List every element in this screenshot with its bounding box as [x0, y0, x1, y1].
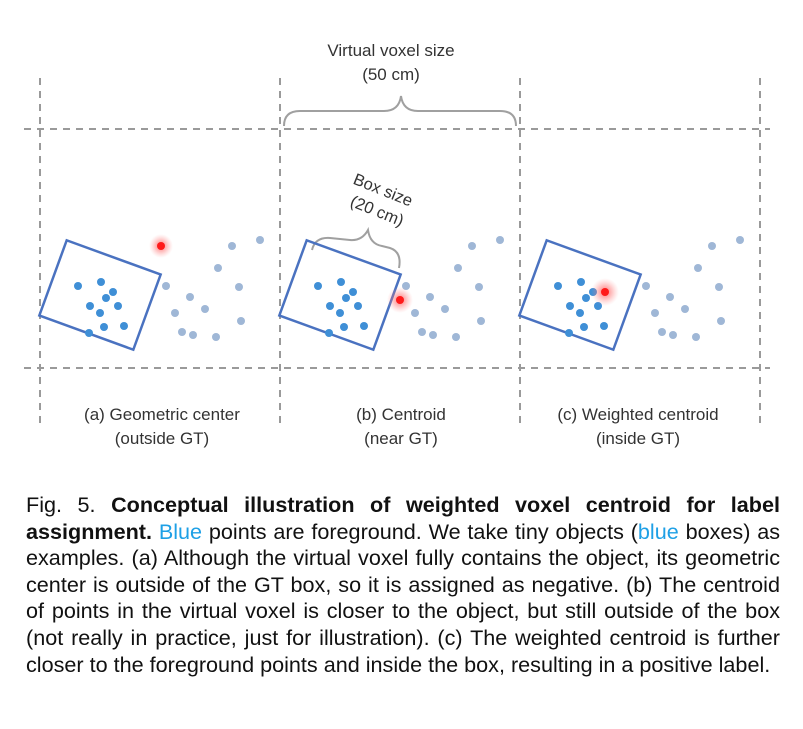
bg-point — [212, 333, 220, 341]
fg-point — [314, 282, 322, 290]
fg-point — [96, 309, 104, 317]
gt-box — [517, 238, 643, 352]
bg-point — [681, 305, 689, 313]
bg-point — [235, 283, 243, 291]
panel-b-caption: (b) Centroid — [356, 405, 446, 424]
bg-point — [411, 309, 419, 317]
fg-point — [100, 323, 108, 331]
bg-point — [658, 328, 666, 336]
weighted-centroid-marker — [601, 288, 609, 296]
bg-point — [717, 317, 725, 325]
bg-point — [468, 242, 476, 250]
bg-point — [642, 282, 650, 290]
foreground-points — [314, 278, 368, 337]
fg-point — [566, 302, 574, 310]
bg-point — [708, 242, 716, 250]
fg-point — [109, 288, 117, 296]
fg-point — [85, 329, 93, 337]
figure: Virtual voxel size (50 cm) Box size (20 … — [24, 41, 770, 448]
caption-text-1: points are foreground. We take tiny obje… — [202, 518, 638, 544]
panel-c-subcaption: (inside GT) — [596, 429, 680, 448]
fg-point — [337, 278, 345, 286]
bg-point — [189, 331, 197, 339]
fg-point — [325, 329, 333, 337]
bg-point — [201, 305, 209, 313]
foreground-points — [74, 278, 128, 337]
bg-point — [669, 331, 677, 339]
panel-a-caption: (a) Geometric center — [84, 405, 240, 424]
gt-box — [277, 238, 403, 352]
bg-point — [452, 333, 460, 341]
caption-blue-word-2: blue — [637, 518, 679, 544]
bg-point — [475, 283, 483, 291]
panel-a: (a) Geometric center (outside GT) — [37, 234, 264, 448]
caption-title: Conceptual illustration of weighted voxe… — [26, 492, 781, 544]
box-size-brace — [311, 226, 401, 269]
caption-blue-word: Blue — [158, 518, 203, 544]
fg-point — [97, 278, 105, 286]
bg-point — [162, 282, 170, 290]
fg-point — [326, 302, 334, 310]
bg-point — [256, 236, 264, 244]
centroid-marker — [396, 296, 404, 304]
background-points — [162, 236, 264, 341]
caption-text-2: boxes) as examples. (a) Although the vir… — [26, 518, 781, 677]
fg-point — [577, 278, 585, 286]
voxel-size-label: Virtual voxel size — [327, 41, 454, 60]
fg-point — [342, 294, 350, 302]
fg-point — [580, 323, 588, 331]
panel-c-caption: (c) Weighted centroid — [557, 405, 718, 424]
fg-point — [102, 294, 110, 302]
panel-b-subcaption: (near GT) — [364, 429, 438, 448]
bg-point — [694, 264, 702, 272]
fg-point — [86, 302, 94, 310]
fg-point — [576, 309, 584, 317]
fg-point — [120, 322, 128, 330]
bg-point — [477, 317, 485, 325]
fg-point — [582, 294, 590, 302]
bg-point — [418, 328, 426, 336]
bg-point — [426, 293, 434, 301]
bg-point — [214, 264, 222, 272]
bg-point — [715, 283, 723, 291]
panel-b: (b) Centroid (near GT) — [277, 236, 504, 448]
bg-point — [692, 333, 700, 341]
figure-caption: Fig. 5. Conceptual illustration of weigh… — [26, 492, 780, 678]
panel-c: (c) Weighted centroid (inside GT) — [517, 236, 744, 448]
fg-point — [600, 322, 608, 330]
bg-point — [429, 331, 437, 339]
fg-point — [340, 323, 348, 331]
fg-point — [354, 302, 362, 310]
foreground-points — [554, 278, 608, 337]
bg-point — [441, 305, 449, 313]
gt-box — [37, 238, 163, 352]
panel-a-subcaption: (outside GT) — [115, 429, 209, 448]
bg-point — [237, 317, 245, 325]
fg-point — [336, 309, 344, 317]
fg-point — [349, 288, 357, 296]
bg-point — [736, 236, 744, 244]
fg-point — [74, 282, 82, 290]
fg-point — [114, 302, 122, 310]
bg-point — [178, 328, 186, 336]
geometric-center-marker — [157, 242, 165, 250]
bg-point — [228, 242, 236, 250]
fg-point — [360, 322, 368, 330]
bg-point — [651, 309, 659, 317]
bg-point — [454, 264, 462, 272]
voxel-size-brace — [283, 95, 517, 127]
fg-point — [554, 282, 562, 290]
voxel-grid — [24, 78, 770, 425]
bg-point — [171, 309, 179, 317]
bg-point — [496, 236, 504, 244]
bg-point — [666, 293, 674, 301]
background-points — [402, 236, 504, 341]
voxel-size-value: (50 cm) — [362, 65, 420, 84]
background-points — [642, 236, 744, 341]
bg-point — [186, 293, 194, 301]
caption-prefix: Fig. 5. — [26, 492, 96, 517]
fg-point — [565, 329, 573, 337]
